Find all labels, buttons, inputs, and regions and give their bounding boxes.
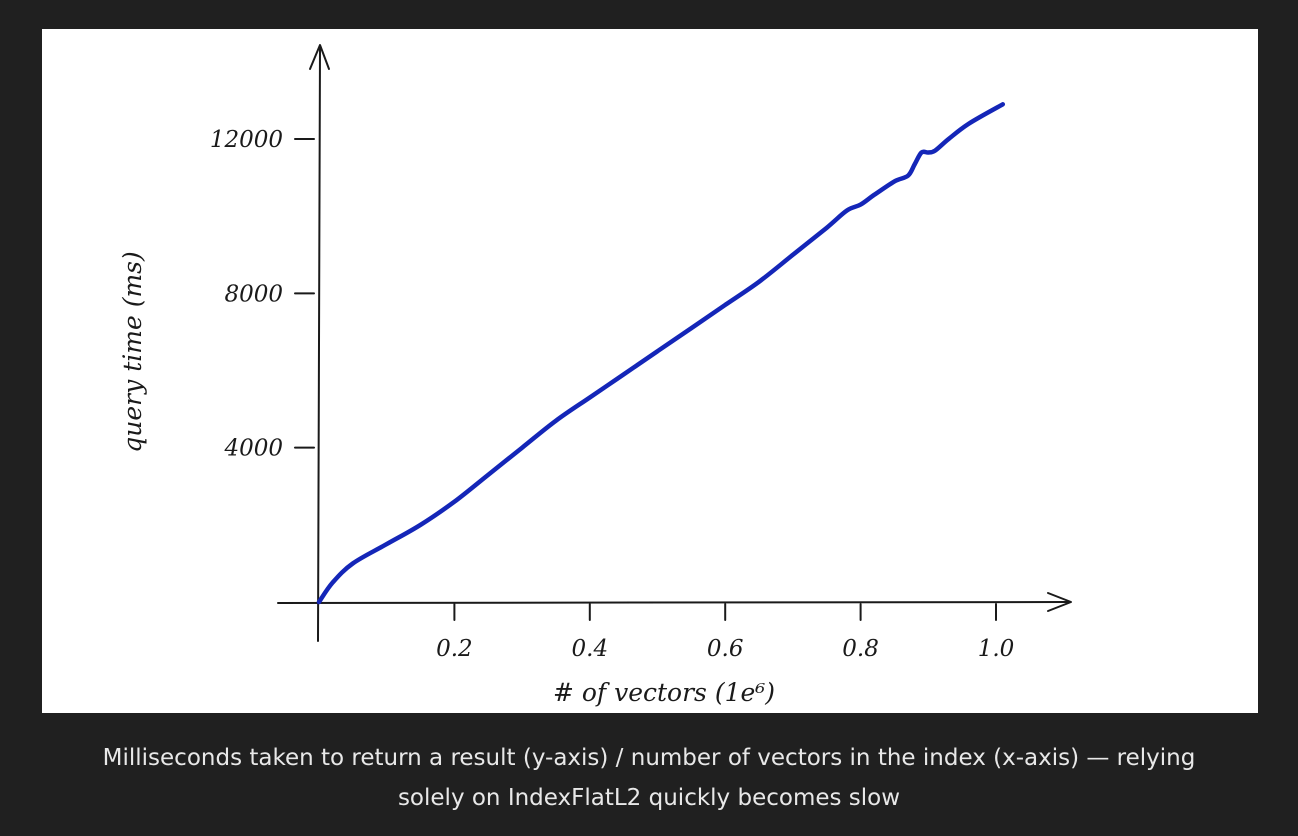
series [316, 102, 1006, 605]
axes [277, 44, 1072, 642]
x-axis-arrow [1047, 592, 1072, 612]
x-tick-label: 0.8 [842, 636, 879, 662]
figure-caption: Milliseconds taken to return a result (y… [0, 738, 1298, 818]
y-tick-label: 4000 [223, 436, 283, 462]
caption-line-2: solely on IndexFlatL2 quickly becomes sl… [397, 785, 901, 811]
x-tick-label: 0.6 [707, 636, 744, 662]
x-tick-label: 0.4 [572, 636, 609, 662]
x-ticks: 0.2 0.4 0.6 0.8 1.0 [436, 603, 1015, 662]
caption-line-1: Milliseconds taken to return a result (y… [102, 745, 1196, 771]
x-tick-label: 0.2 [436, 636, 473, 662]
y-ticks: 4000 8000 12000 [210, 127, 315, 462]
series-line [316, 102, 1006, 605]
y-tick-label: 8000 [224, 281, 283, 307]
y-axis-label: query time (ms) [118, 251, 147, 452]
y-tick-label: 12000 [210, 127, 283, 153]
y-axis-line [317, 46, 321, 642]
x-axis-line [277, 601, 1069, 604]
y-axis-arrow [309, 44, 330, 70]
chart: 0.2 0.4 0.6 0.8 1.0 4000 8000 12000 # of vecto… [118, 44, 1072, 707]
x-axis-label: # of vectors (1e⁶) [553, 678, 775, 707]
x-tick-label: 1.0 [978, 636, 1015, 662]
chart-figure: 0.2 0.4 0.6 0.8 1.0 4000 8000 12000 # of vecto… [42, 29, 1258, 713]
